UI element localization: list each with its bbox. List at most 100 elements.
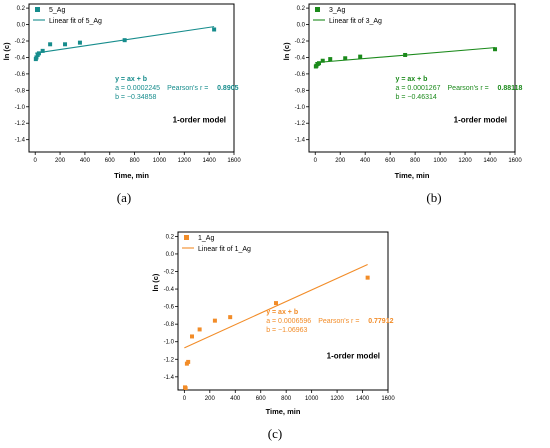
data-point	[34, 55, 39, 60]
coef-b-text: b = −0.34858	[115, 94, 156, 101]
data-point	[403, 52, 408, 57]
x-tick-label: 1400	[483, 158, 497, 164]
y-tick-label: -1.0	[295, 105, 306, 111]
x-tick-label: 600	[105, 158, 116, 164]
chart-b-svg: 0 200 400 600 800 1000 1200 1400 1600 0.2 0.0 -0.2 -…	[282, 3, 523, 180]
pearson-value: 0.88118	[498, 85, 523, 92]
y-tick-label: -0.2	[164, 270, 175, 276]
legend-label-fit: Linear fit of 5_Ag	[49, 18, 102, 25]
y-tick-label: 0.2	[297, 6, 306, 12]
coef-a-text: a = 0.0001267	[396, 85, 441, 92]
coef-a-text: a = 0.0006596	[266, 318, 311, 325]
y-tick-label: -0.2	[15, 39, 26, 45]
x-tick-label: 1200	[178, 158, 192, 164]
data-point	[358, 54, 363, 59]
fit-line	[184, 263, 368, 349]
data-point	[493, 47, 498, 52]
x-tick-label: 600	[256, 396, 267, 402]
x-axis-label: Time, min	[114, 171, 149, 180]
model-label: 1-order model	[454, 115, 507, 124]
caption-c: (c)	[267, 426, 283, 441]
y-tick-label: -0.4	[295, 55, 306, 61]
pearson-label: Pearson's r =	[167, 85, 208, 92]
x-tick-label: 1000	[433, 158, 447, 164]
y-tick-label: -1.2	[295, 121, 306, 127]
coef-b-text: b = −1.06963	[266, 327, 307, 334]
chart-a-svg: 0 200 400 600 800 1000 1200 1400 1600 0.2 0.0 -0.2 -…	[2, 3, 241, 180]
equation-text: y = ax + b	[266, 309, 298, 316]
y-tick-label: -0.6	[295, 72, 306, 78]
x-tick-label: 200	[335, 158, 346, 164]
y-tick-label: -1.0	[164, 340, 175, 346]
x-tick-label: 600	[385, 158, 396, 164]
data-point	[186, 359, 191, 364]
data-point	[212, 27, 217, 32]
y-tick-label: -0.8	[295, 88, 306, 94]
y-tick-label: 0.0	[166, 252, 175, 258]
x-tick-label: 0	[183, 396, 187, 402]
caption-b: (b)	[426, 190, 442, 205]
x-tick-label: 1000	[153, 158, 167, 164]
plot-frame	[28, 3, 235, 153]
x-tick-label: 400	[230, 396, 241, 402]
x-tick-label: 1600	[381, 396, 395, 402]
legend-marker-points	[35, 7, 40, 12]
y-tick-label: -0.4	[15, 55, 26, 61]
pearson-label: Pearson's r =	[318, 318, 359, 325]
y-tick-label: 0.0	[17, 23, 26, 29]
data-point	[316, 61, 321, 66]
data-point	[122, 38, 127, 43]
data-point	[212, 318, 217, 323]
legend-label-fit: Linear fit of 3_Ag	[329, 18, 382, 25]
data-point	[40, 48, 45, 53]
data-point	[36, 51, 41, 56]
y-tick-label: -1.4	[295, 138, 306, 144]
legend-label-points: 1_Ag	[198, 235, 214, 242]
x-tick-label: 400	[80, 158, 91, 164]
chart-panel-a: 0 200 400 600 800 1000 1200 1400 1600 0.2 0.0 -0.2 -…	[0, 0, 270, 187]
x-tick-label: 400	[360, 158, 371, 164]
y-axis-label: ln (c)	[2, 42, 11, 60]
caption-a: (a)	[116, 190, 132, 205]
data-point	[48, 42, 53, 47]
x-tick-label: 1600	[508, 158, 522, 164]
y-tick-label: 0.0	[297, 23, 306, 29]
x-tick-label: 0	[314, 158, 318, 164]
chart-c-svg: 0 200 400 600 800 1000 1200 1400 1600 0.2 0.0 -0.2 -…	[151, 231, 395, 416]
plot-frame	[177, 231, 389, 391]
coef-a-text: a = 0.0002245	[115, 85, 160, 92]
pearson-label: Pearson's r =	[448, 85, 489, 92]
y-tick-label: -1.0	[15, 105, 26, 111]
x-tick-label: 1200	[458, 158, 472, 164]
data-point	[190, 334, 194, 339]
plot-frame	[308, 3, 516, 153]
pearson-value: 0.77912	[368, 318, 393, 325]
y-tick-label: 0.2	[17, 6, 26, 12]
equation-text: y = ax + b	[115, 76, 147, 83]
y-tick-label: -0.4	[164, 287, 175, 293]
x-tick-label: 200	[205, 396, 216, 402]
x-tick-label: 1000	[305, 396, 319, 402]
y-axis-label: ln (c)	[282, 42, 291, 60]
y-tick-label: -0.2	[295, 39, 306, 45]
legend-label-fit: Linear fit of 1_Ag	[198, 246, 251, 253]
model-label: 1-order model	[173, 115, 226, 124]
data-point	[63, 42, 68, 47]
y-tick-label: -1.2	[164, 357, 175, 363]
y-tick-label: -0.8	[15, 88, 26, 94]
x-tick-label: 800	[281, 396, 292, 402]
equation-text: y = ax + b	[396, 76, 428, 83]
y-tick-label: 0.2	[166, 234, 175, 240]
coef-b-text: b = −0.46314	[396, 94, 437, 101]
x-tick-label: 0	[34, 158, 38, 164]
chart-panel-b: 0 200 400 600 800 1000 1200 1400 1600 0.2 0.0 -0.2 -…	[278, 0, 548, 187]
data-point	[197, 327, 202, 332]
x-tick-label: 1400	[202, 158, 216, 164]
x-tick-label: 800	[410, 158, 421, 164]
y-tick-label: -0.8	[164, 322, 175, 328]
pearson-value: 0.8905	[217, 85, 239, 92]
y-tick-label: -1.2	[15, 121, 26, 127]
x-axis-label: Time, min	[395, 171, 430, 180]
x-tick-label: 1200	[330, 396, 344, 402]
x-tick-label: 1400	[356, 396, 370, 402]
